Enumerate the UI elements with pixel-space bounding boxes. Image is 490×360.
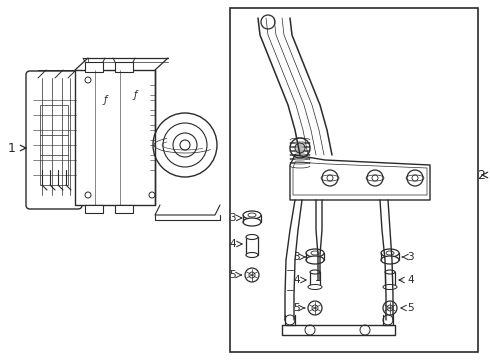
Text: 3: 3 — [294, 252, 300, 262]
Ellipse shape — [386, 251, 394, 255]
Circle shape — [173, 133, 197, 157]
Ellipse shape — [310, 285, 320, 289]
Text: 4: 4 — [407, 275, 414, 285]
Circle shape — [372, 175, 378, 181]
Text: 5: 5 — [294, 303, 300, 313]
Text: 5: 5 — [407, 303, 414, 313]
Circle shape — [383, 301, 397, 315]
Text: ƒ: ƒ — [103, 95, 107, 105]
Ellipse shape — [306, 256, 324, 264]
Circle shape — [305, 325, 315, 335]
Ellipse shape — [243, 218, 261, 226]
Ellipse shape — [385, 270, 395, 274]
Circle shape — [261, 15, 275, 29]
Text: 2: 2 — [477, 168, 485, 181]
Circle shape — [249, 272, 255, 278]
Text: 3: 3 — [229, 213, 236, 223]
Ellipse shape — [385, 285, 395, 289]
Circle shape — [312, 305, 318, 311]
Bar — [75, 70, 155, 205]
Circle shape — [360, 325, 370, 335]
FancyBboxPatch shape — [26, 71, 82, 209]
Circle shape — [322, 170, 338, 186]
Circle shape — [153, 113, 217, 177]
Ellipse shape — [308, 284, 322, 289]
Text: ƒ: ƒ — [133, 90, 137, 100]
Circle shape — [295, 143, 305, 153]
Text: 4: 4 — [294, 275, 300, 285]
Ellipse shape — [381, 249, 399, 257]
Text: 5: 5 — [229, 270, 236, 280]
Circle shape — [163, 123, 207, 167]
Circle shape — [367, 170, 383, 186]
Circle shape — [285, 315, 295, 325]
Circle shape — [308, 301, 322, 315]
Circle shape — [327, 175, 333, 181]
Bar — [310, 272, 320, 287]
Text: 4: 4 — [229, 239, 236, 249]
Ellipse shape — [306, 249, 324, 257]
Circle shape — [149, 192, 155, 198]
Ellipse shape — [383, 284, 397, 289]
Ellipse shape — [381, 256, 399, 264]
Bar — [246, 237, 258, 255]
Ellipse shape — [248, 213, 256, 217]
Circle shape — [407, 170, 423, 186]
Circle shape — [245, 268, 259, 282]
Ellipse shape — [310, 270, 320, 274]
Ellipse shape — [311, 251, 319, 255]
Circle shape — [290, 138, 310, 158]
Circle shape — [412, 175, 418, 181]
Circle shape — [387, 305, 393, 311]
Text: 3: 3 — [407, 252, 414, 262]
Bar — [40, 105, 68, 185]
Bar — [85, 62, 103, 72]
Text: 1: 1 — [8, 141, 16, 154]
Ellipse shape — [246, 234, 258, 239]
Bar — [85, 205, 103, 213]
Circle shape — [180, 140, 190, 150]
Bar — [115, 62, 133, 72]
Ellipse shape — [243, 211, 261, 219]
Bar — [115, 205, 133, 213]
Bar — [385, 272, 395, 287]
Circle shape — [85, 77, 91, 83]
Circle shape — [85, 192, 91, 198]
Ellipse shape — [246, 252, 258, 257]
Bar — [230, 8, 478, 352]
Circle shape — [383, 315, 393, 325]
